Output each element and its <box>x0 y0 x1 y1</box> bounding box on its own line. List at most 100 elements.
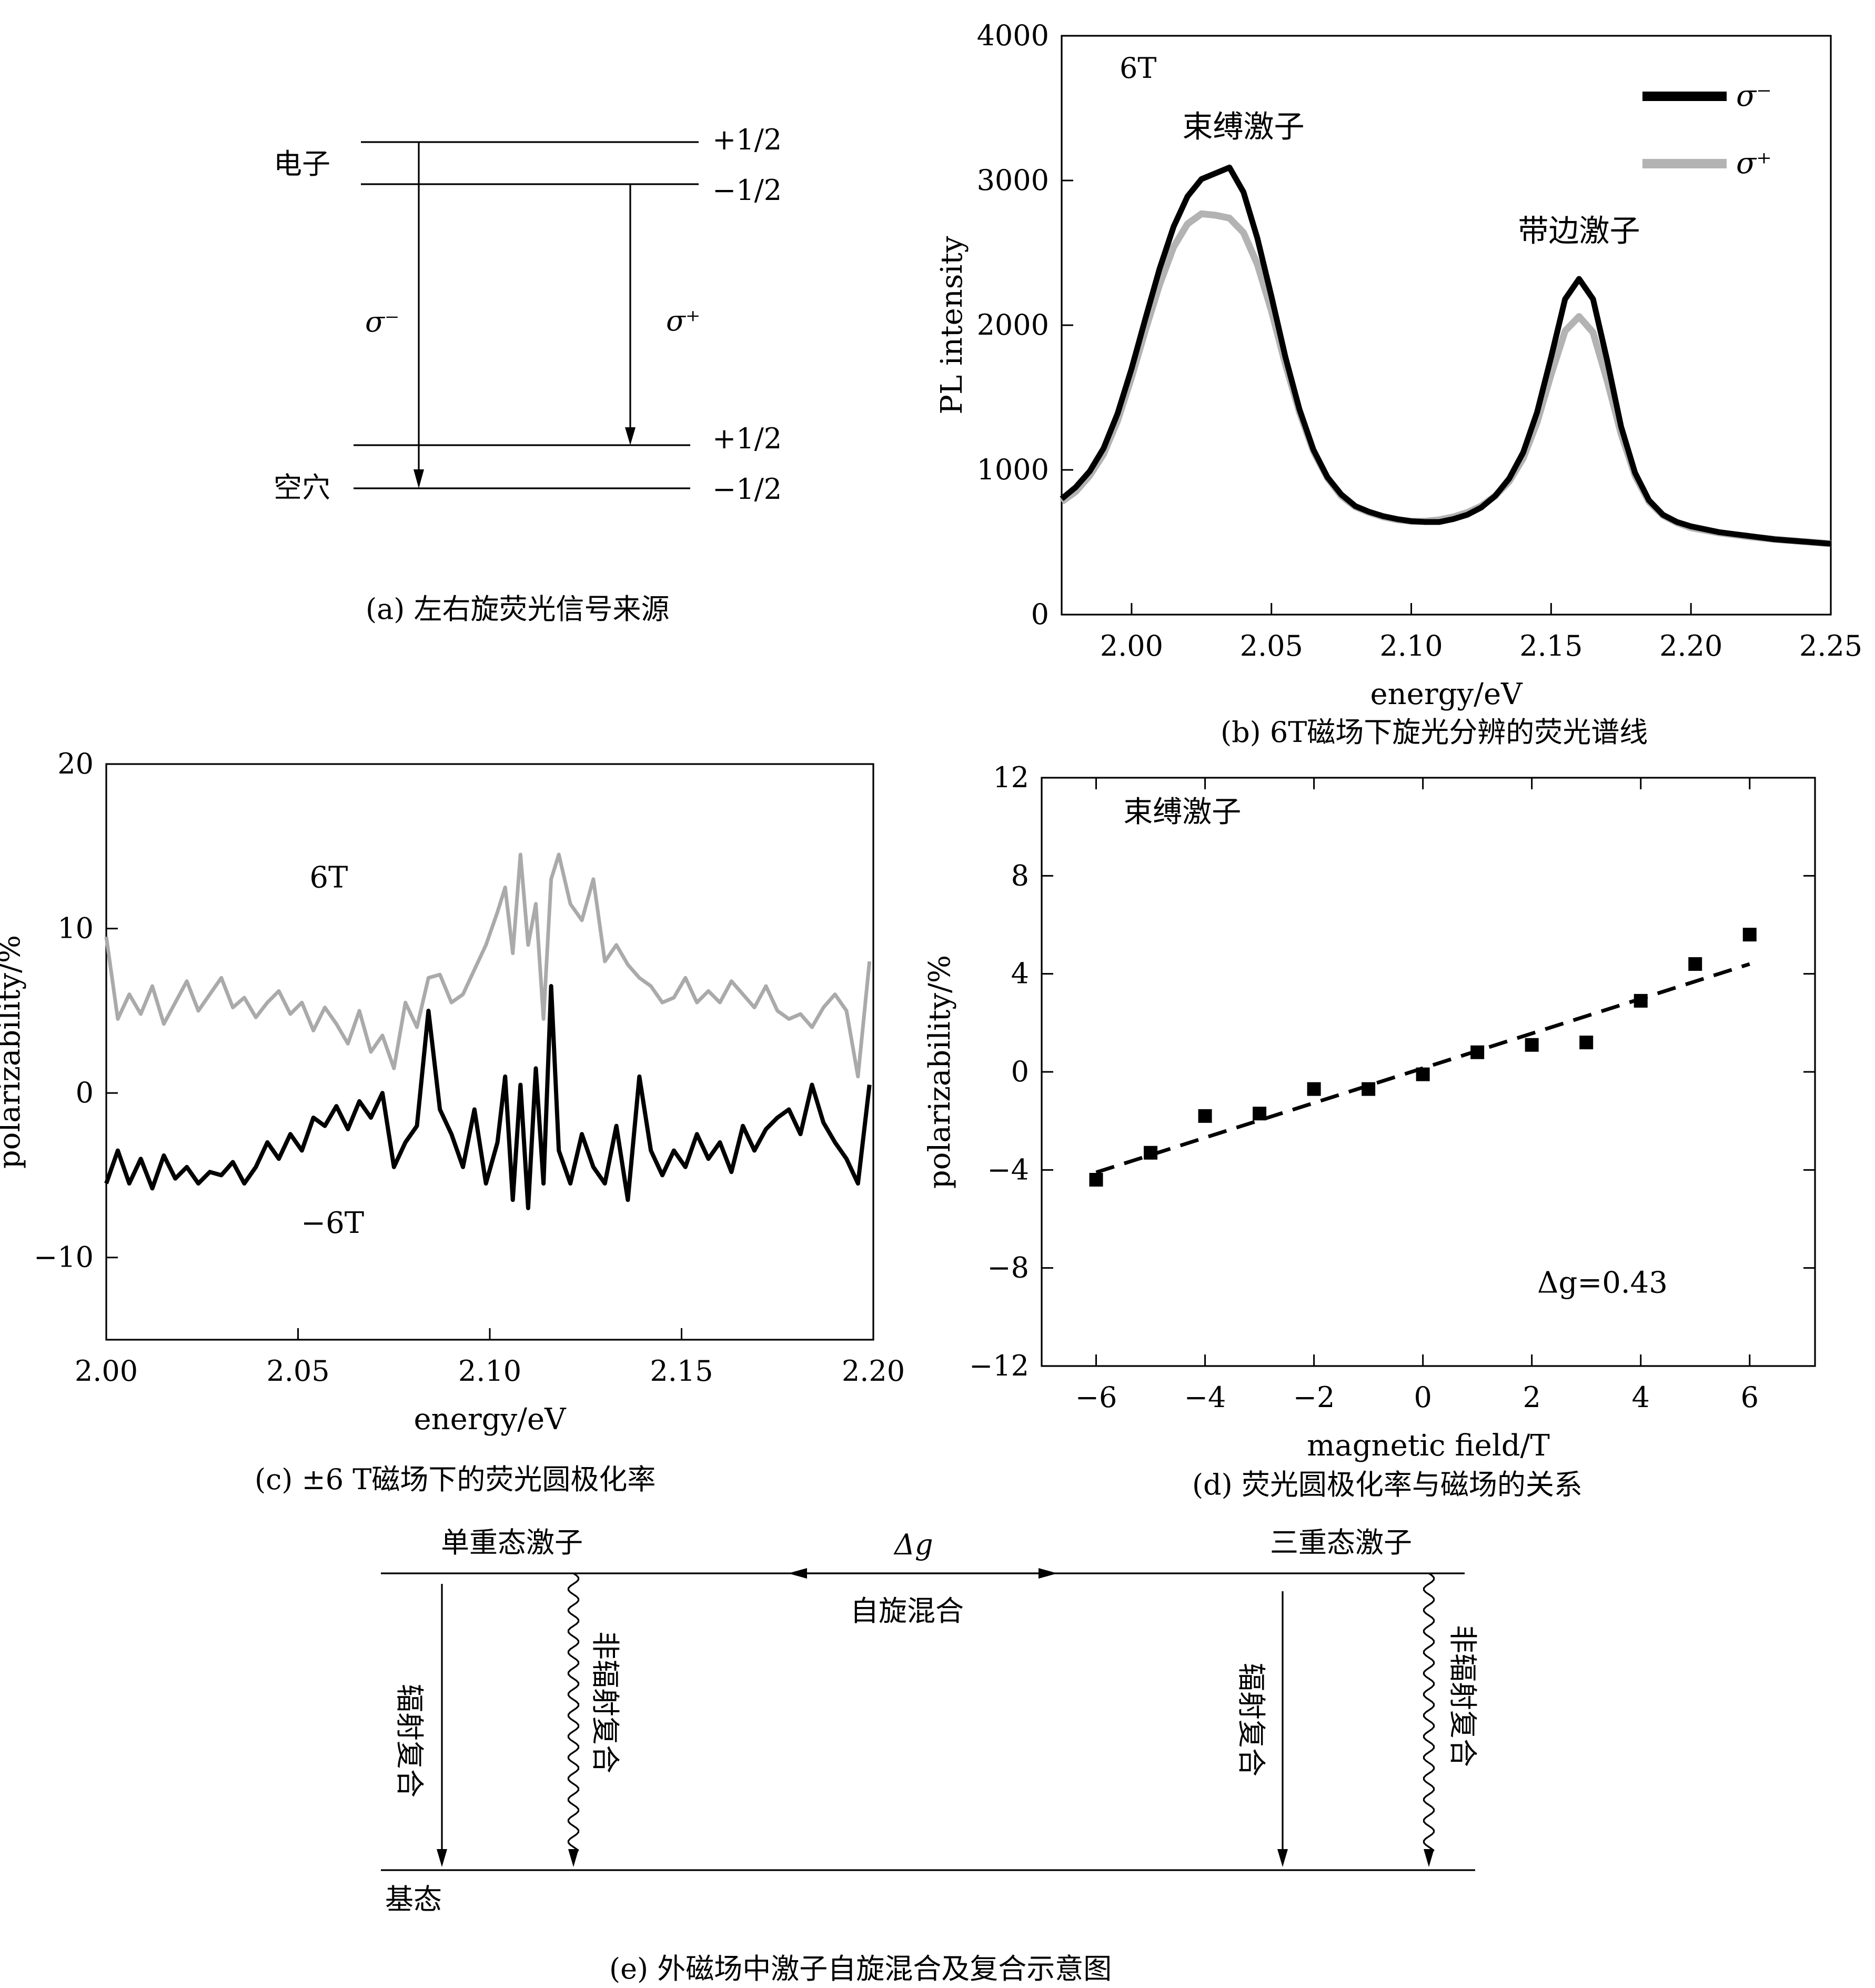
electron-label: 电子 <box>274 147 330 180</box>
chart-b-x-tick-label: 2.20 <box>1659 629 1722 662</box>
chart-d-annotation: 束缚激子 <box>1123 795 1241 829</box>
chart-b-plot-frame <box>1061 35 1832 616</box>
chart-c-y-tick-label: 0 <box>76 1076 94 1109</box>
chart-d-data-point <box>1089 1172 1103 1187</box>
chart-d-data-point <box>1470 1045 1485 1059</box>
chart-d-data-point <box>1688 957 1702 971</box>
delta-g-label: Δg <box>893 1528 933 1561</box>
sigma-plus-arrowhead <box>625 427 636 445</box>
triplet-nonradiative-wave <box>1423 1572 1435 1852</box>
chart-b-y-axis-label: PL intensity <box>935 236 969 415</box>
chart-d-x-tick-label: 0 <box>1414 1381 1432 1414</box>
caption-e: (e) 外磁场中激子自旋混合及复合示意图 <box>609 1952 1112 1985</box>
chart-b-x-tick-label: 2.00 <box>1100 629 1163 662</box>
chart-b-x-tick-label: 2.25 <box>1799 629 1862 662</box>
sigma-minus-label: σ⁻ <box>365 305 399 338</box>
h-down-spin-label: −1/2 <box>712 473 782 506</box>
chart-c-y-axis-label: polarizability/% <box>0 935 27 1169</box>
chart-b-y-tick-label: 0 <box>1031 598 1049 631</box>
chart-c-annotation: 6T <box>309 860 348 895</box>
e-up-spin-label: +1/2 <box>712 123 782 156</box>
sigma-plus-label: σ⁺ <box>666 304 700 337</box>
e-down-spin-label: −1/2 <box>712 174 782 207</box>
singlet-label: 单重态激子 <box>441 1526 583 1559</box>
chart-d-x-tick-label: 2 <box>1523 1381 1541 1414</box>
chart-c-x-tick-label: 2.05 <box>266 1354 329 1388</box>
chart-b-series-line-1 <box>1060 210 1831 547</box>
chart-d-data-point <box>1144 1146 1158 1160</box>
chart-c-plot-frame <box>105 763 874 1341</box>
chart-b-title: 6T <box>1120 52 1156 85</box>
triplet-radiative-label: 辐射复合 <box>1235 1663 1268 1776</box>
chart-d-data-point <box>1307 1082 1321 1096</box>
singlet-radiative-arrowhead <box>437 1849 447 1867</box>
triplet-nonradiative-arrowhead <box>1424 1849 1434 1867</box>
chart-d-x-tick-label: −6 <box>1075 1381 1117 1414</box>
chart-d-y-tick-label: 8 <box>1011 859 1029 892</box>
chart-c-series-line-1 <box>104 984 872 1210</box>
spin-mixing-left-arrowhead <box>788 1568 807 1579</box>
triplet-radiative-arrowhead <box>1277 1849 1288 1867</box>
spin-mixing-label: 自旋混合 <box>850 1594 964 1628</box>
chart-c-x-axis-label: energy/eV <box>414 1402 567 1437</box>
chart-d-x-tick-label: 4 <box>1632 1381 1650 1414</box>
sigma-minus-arrowhead <box>414 469 424 488</box>
chart-d-y-tick-label: −8 <box>987 1251 1029 1284</box>
chart-c-y-tick-label: −10 <box>34 1241 94 1274</box>
chart-d-data-point <box>1525 1038 1539 1052</box>
chart-d-x-tick-label: 6 <box>1741 1381 1759 1414</box>
chart-d-y-tick-label: 4 <box>1011 957 1029 990</box>
triplet-label: 三重态激子 <box>1270 1526 1412 1559</box>
h-up-spin-label: +1/2 <box>712 422 782 455</box>
chart-b-x-tick-label: 2.10 <box>1379 629 1443 662</box>
chart-d-x-tick-label: −2 <box>1293 1381 1335 1414</box>
triplet-nonradiative-label: 非辐射复合 <box>1446 1625 1479 1767</box>
caption-b: (b) 6T磁场下旋光分辨的荧光谱线 <box>1221 716 1648 749</box>
chart-b-y-tick-label: 1000 <box>977 453 1049 486</box>
singlet-nonradiative-label: 非辐射复合 <box>589 1631 622 1773</box>
chart-b-series-line-0 <box>1060 164 1831 547</box>
chart-d-x-tick-label: −4 <box>1184 1381 1226 1414</box>
chart-d-annotation: Δg=0.43 <box>1537 1266 1668 1300</box>
singlet-nonradiative-wave <box>567 1572 580 1852</box>
chart-c-annotation: −6T <box>301 1206 364 1240</box>
chart-d-data-point <box>1416 1067 1430 1081</box>
chart-d-y-tick-label: 12 <box>993 761 1029 794</box>
chart-d-data-point <box>1634 993 1648 1008</box>
chart-d-data-point <box>1198 1109 1212 1123</box>
chart-d-data-point <box>1579 1036 1594 1050</box>
spin-mixing-right-arrowhead <box>1039 1568 1057 1579</box>
chart-b-legend-label: σ⁻ <box>1736 79 1772 113</box>
chart-b-y-tick-label: 4000 <box>977 19 1049 52</box>
chart-d-y-tick-label: −12 <box>969 1349 1029 1382</box>
chart-c-x-tick-label: 2.20 <box>842 1354 905 1388</box>
chart-c-y-tick-label: 10 <box>57 912 94 945</box>
chart-c-y-tick-label: 20 <box>57 747 94 780</box>
panel-a-energy-levels: 电子 空穴 +1/2 −1/2 +1/2 −1/2 σ⁻ σ⁺ (a) 左右旋荧… <box>274 123 782 626</box>
chart-c-x-tick-label: 2.15 <box>650 1354 713 1388</box>
chart-b-y-tick-label: 3000 <box>977 164 1049 197</box>
singlet-nonradiative-arrowhead <box>568 1849 579 1867</box>
chart-d-y-tick-label: −4 <box>987 1153 1029 1186</box>
chart-d-polarizability-vs-field: −6 −4 −2 0 2 4 6 −12 −8 −4 0 4 8 12 magnetic field/T po… <box>923 761 1816 1463</box>
hole-label: 空穴 <box>274 471 330 504</box>
chart-b-x-tick-label: 2.15 <box>1519 629 1582 662</box>
chart-b-x-axis-label: energy/eV <box>1370 677 1523 711</box>
chart-b-annotation: 束缚激子 <box>1183 109 1305 145</box>
chart-d-x-axis-label: magnetic field/T <box>1307 1429 1550 1463</box>
caption-c: (c) ±6 T磁场下的荧光圆极化率 <box>255 1463 656 1496</box>
caption-a: (a) 左右旋荧光信号来源 <box>366 593 670 626</box>
chart-c-series-line-0 <box>104 852 872 1079</box>
chart-c-x-tick-label: 2.00 <box>75 1354 138 1388</box>
singlet-radiative-label: 辐射复合 <box>393 1684 426 1798</box>
chart-d-data-point <box>1362 1082 1376 1096</box>
chart-d-y-axis-label: polarizability/% <box>923 955 957 1189</box>
ground-state-label: 基态 <box>385 1883 442 1916</box>
chart-d-data-point <box>1742 928 1757 942</box>
caption-d: (d) 荧光圆极化率与磁场的关系 <box>1192 1468 1582 1501</box>
chart-b-legend-label: σ⁺ <box>1736 146 1772 180</box>
chart-c-x-tick-label: 2.10 <box>458 1354 521 1388</box>
chart-b-x-tick-label: 2.05 <box>1240 629 1303 662</box>
chart-b-y-tick-label: 2000 <box>977 308 1049 342</box>
